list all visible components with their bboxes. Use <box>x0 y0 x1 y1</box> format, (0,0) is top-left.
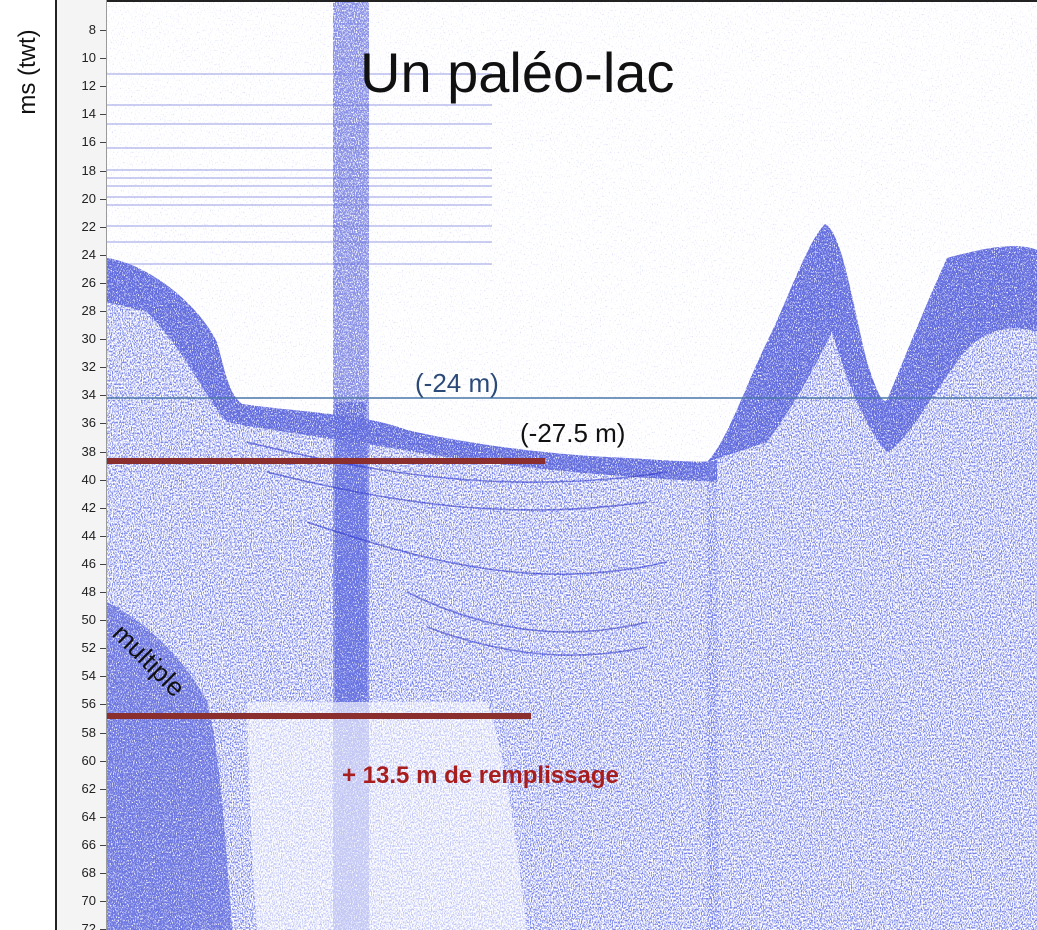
axis-tick-mark <box>100 788 106 790</box>
axis-tick-mark <box>100 142 106 144</box>
axis-tick-label: 36 <box>81 415 96 431</box>
axis-tick-label: 68 <box>81 865 96 880</box>
axis-tick-mark <box>100 507 106 509</box>
axis-tick-label: 58 <box>81 724 96 740</box>
axis-tick-mark <box>100 339 106 341</box>
axis-tick-mark <box>100 732 106 734</box>
axis-tick-label: 42 <box>81 499 96 515</box>
left-slope-dense-top <box>107 258 717 482</box>
axis-tick-mark <box>100 86 106 88</box>
axis-tick-label: 72 <box>81 921 96 930</box>
axis-tick-label: 54 <box>81 668 96 684</box>
axis-tick-label: 66 <box>81 836 96 852</box>
axis-tick-mark <box>100 648 106 650</box>
axis-tick-mark <box>100 282 106 284</box>
axis-tick-label: 52 <box>81 640 96 656</box>
time-ruler: 8 10 12 14 16 18 20 22 24 26 28 30 32 34 36 38 40 42 44 46 4… <box>55 0 107 930</box>
axis-tick-mark <box>100 620 106 622</box>
axis-tick-label: 20 <box>81 190 96 206</box>
water-column-banding <box>107 73 492 265</box>
axis-tick-label: 28 <box>81 303 96 318</box>
axis-tick-label: 32 <box>81 359 96 375</box>
fill-thickness-label: + 13.5 m de remplissage <box>342 762 619 789</box>
axis-tick-label: 14 <box>81 106 96 122</box>
axis-tick-label: 10 <box>81 50 96 66</box>
axis-tick-mark <box>100 254 106 256</box>
axis-tick-label: 40 <box>81 471 96 487</box>
axis-tick-label: 16 <box>81 134 96 150</box>
axis-tick-label: 48 <box>81 584 96 599</box>
axis-tick-mark <box>100 170 106 172</box>
axis-tick-mark <box>100 592 106 593</box>
axis-tick-label: 46 <box>81 555 96 571</box>
axis-tick-mark <box>100 114 106 116</box>
axis-tick-label: 18 <box>81 162 96 178</box>
axis-tick-mark <box>100 816 106 818</box>
axis-label-container: ms (twt) <box>0 0 55 160</box>
axis-tick-mark <box>100 479 106 481</box>
axis-tick-label: 56 <box>81 696 96 712</box>
axis-tick-label: 38 <box>81 443 96 459</box>
figure-title: Un paléo-lac <box>360 41 675 104</box>
axis-tick-label: 50 <box>81 612 96 628</box>
axis-tick-mark <box>100 760 106 762</box>
axis-tick-label: 60 <box>81 752 96 768</box>
axis-tick-mark <box>100 676 106 678</box>
axis-tick-mark <box>100 198 106 200</box>
axis-tick-mark <box>100 704 106 706</box>
axis-tick-mark <box>100 423 106 425</box>
axis-tick-mark <box>100 535 106 537</box>
axis-tick-mark <box>100 226 106 228</box>
axis-tick-mark <box>100 844 106 846</box>
axis-tick-label: 22 <box>81 218 96 234</box>
seismic-profile <box>107 0 1037 930</box>
axis-tick-label: 24 <box>81 246 96 262</box>
lake-fill-reflectors <box>246 441 668 656</box>
axis-tick-label: 26 <box>81 274 96 290</box>
axis-tick-mark <box>100 395 106 397</box>
axis-tick-label: 34 <box>81 387 96 403</box>
axis-tick-mark <box>100 901 106 903</box>
axis-tick-mark <box>100 367 106 369</box>
level-label-27-5m: (-27.5 m) <box>520 418 626 448</box>
axis-tick-label: 8 <box>88 22 96 37</box>
axis-tick-mark <box>100 563 106 565</box>
axis-tick-mark <box>100 58 106 60</box>
seismic-image <box>107 2 1037 930</box>
axis-tick-mark <box>100 451 106 453</box>
level-label-24m: (-24 m) <box>415 368 499 398</box>
axis-tick-mark <box>100 873 106 874</box>
axis-tick-label: 62 <box>81 780 96 796</box>
multiple-reflector <box>107 602 232 930</box>
axis-tick-label: 44 <box>81 527 96 543</box>
axis-tick-label: 64 <box>81 808 96 824</box>
axis-tick-mark <box>100 311 106 312</box>
axis-tick-label: 30 <box>81 331 96 347</box>
right-hill-dense-top <box>707 224 1037 462</box>
axis-tick-label: 70 <box>81 893 96 909</box>
axis-tick-label: 12 <box>81 78 96 94</box>
deep-quiet-zone <box>247 702 527 930</box>
axis-label: ms (twt) <box>14 29 41 115</box>
axis-tick-mark <box>100 30 106 31</box>
